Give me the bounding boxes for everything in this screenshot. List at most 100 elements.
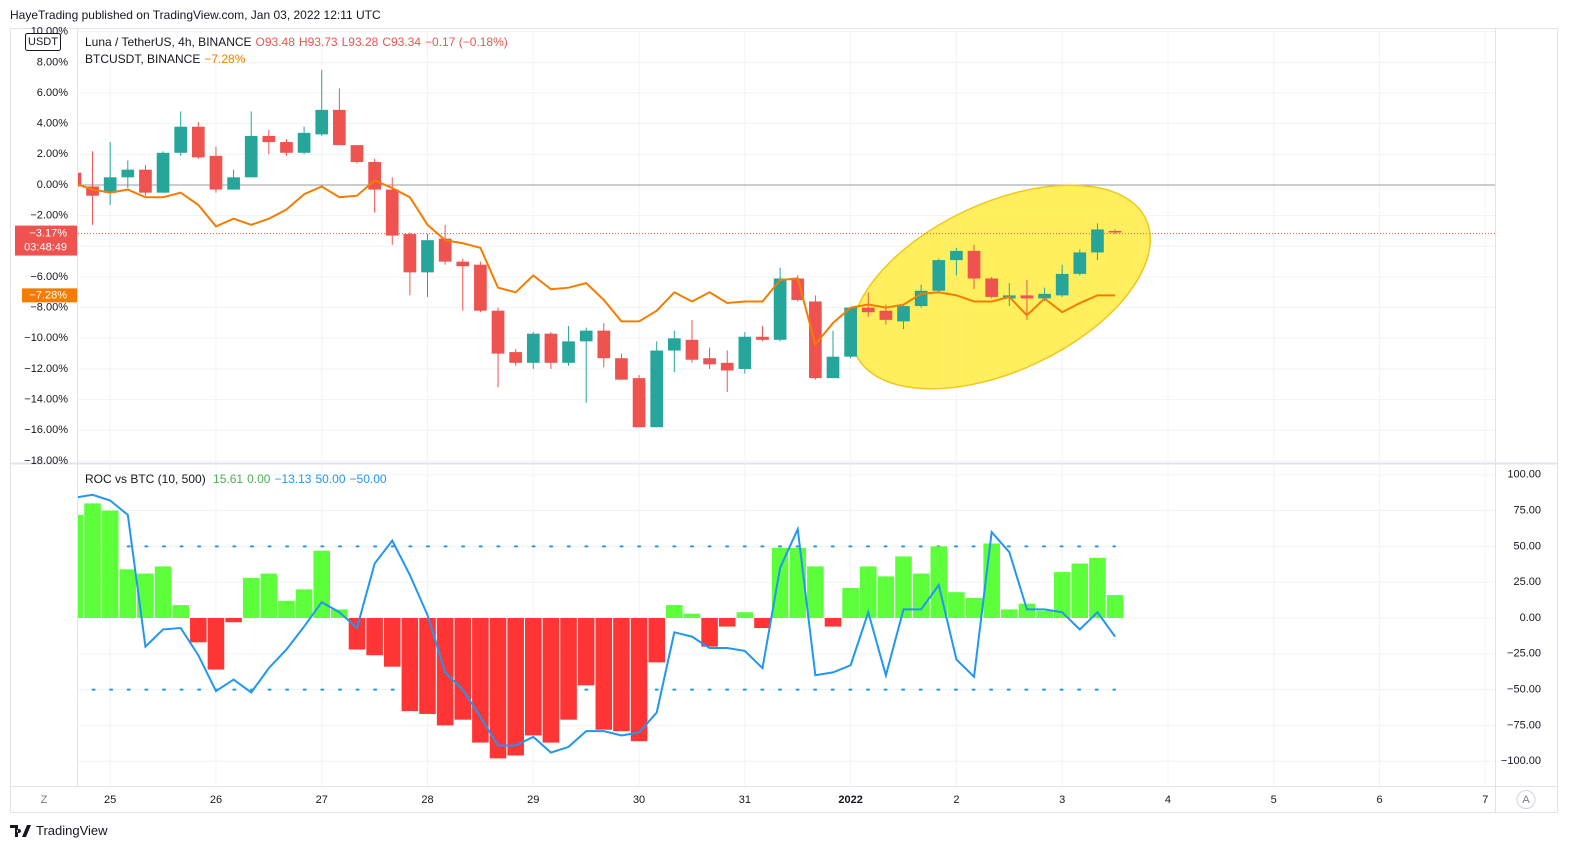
candle-body <box>103 177 117 193</box>
candle-body <box>544 333 558 363</box>
histogram-bar <box>172 605 189 618</box>
candle-body <box>703 358 716 365</box>
histogram-bar <box>771 547 789 618</box>
candle-body <box>315 109 329 135</box>
button-a[interactable]: A <box>1522 794 1530 806</box>
roc-legend-value: 0.00 <box>247 472 271 486</box>
publish-header: HayeTrading published on TradingView.com… <box>10 8 381 22</box>
histogram-bar <box>260 573 278 618</box>
y-tick-label: 25.00 <box>1513 576 1541 588</box>
x-tick-label: 27 <box>316 794 328 806</box>
candle-body <box>1091 229 1104 253</box>
histogram-bar <box>489 617 507 759</box>
candle-body <box>403 234 417 273</box>
y-tick-label: 0.00 <box>1520 612 1541 624</box>
roc-legend-value: −13.13 <box>274 472 312 486</box>
histogram-bar <box>613 617 630 732</box>
candle-body <box>897 306 910 322</box>
candle-body <box>667 338 681 351</box>
btc-title: BTCUSDT, BINANCE <box>85 52 201 66</box>
button-z[interactable]: Z <box>41 794 48 806</box>
histogram-bar <box>348 617 366 650</box>
candle-body <box>333 109 346 146</box>
symbol-title: Luna / TetherUS, 4h, BINANCE <box>85 35 252 49</box>
candle-body <box>809 301 822 379</box>
candle-body <box>121 169 135 178</box>
histogram-bar <box>419 617 436 714</box>
x-tick-label: 25 <box>104 794 116 806</box>
btc-value: −7.28% <box>204 52 246 66</box>
frame <box>10 28 1558 813</box>
histogram-bar <box>278 600 295 618</box>
candle-body <box>350 145 364 162</box>
y-tick-label: 2.00% <box>37 148 68 160</box>
roc-legend: ROC vs BTC (10, 500) 15.61 0.00 −13.13 50.0… <box>85 472 391 486</box>
histogram-bar <box>190 617 207 643</box>
histogram-bar <box>1018 603 1036 618</box>
candle-body <box>526 333 540 363</box>
x-tick-label: 7 <box>1482 794 1488 806</box>
histogram-bar <box>877 576 895 618</box>
y-tick-label: −8.00% <box>30 302 68 314</box>
histogram-bar <box>912 573 930 618</box>
y-tick-label: −18.00% <box>24 455 68 467</box>
candle-body <box>86 186 99 196</box>
x-tick-label: 31 <box>739 794 751 806</box>
candle-body <box>615 358 628 380</box>
histogram-bar <box>101 510 119 618</box>
x-tick-label: 5 <box>1271 794 1277 806</box>
histogram-bar <box>666 605 683 618</box>
btc-axis-label-box <box>22 288 77 303</box>
histogram-bar <box>207 617 225 670</box>
candle-body <box>227 177 240 190</box>
roc-legend-value: 15.61 <box>213 472 244 486</box>
candle-body <box>209 155 223 190</box>
histogram-bar <box>454 617 472 720</box>
histogram-bar <box>965 597 983 618</box>
candle-body <box>474 264 487 311</box>
candle-body <box>1073 252 1087 274</box>
histogram-bar <box>1089 557 1106 618</box>
y-tick-label: −12.00% <box>24 363 68 375</box>
y-tick-label: 0.00% <box>37 179 68 191</box>
button-a-ring[interactable] <box>1516 790 1536 809</box>
candle-body <box>597 330 611 359</box>
histogram-bar <box>895 556 912 618</box>
y-tick-label: −6.00% <box>30 271 68 283</box>
x-tick-label: 2 <box>953 794 959 806</box>
candle-body <box>791 278 805 300</box>
candle-body <box>720 362 734 371</box>
histogram-bar <box>154 566 172 618</box>
candle-body <box>156 152 170 193</box>
histogram-bar <box>242 577 260 618</box>
candle-body <box>932 260 946 291</box>
candle-body <box>826 356 840 379</box>
x-tick-label: 4 <box>1165 794 1171 806</box>
candle-body <box>1038 293 1051 299</box>
candle-body <box>174 126 188 153</box>
y-tick-label: −14.00% <box>24 394 68 406</box>
high-value: H93.73 <box>298 35 338 49</box>
btc-axis-label: −7.28% <box>29 289 67 301</box>
footer-text: TradingView <box>36 823 108 838</box>
price-axis-label-box <box>15 225 77 256</box>
candle-body <box>385 189 399 236</box>
candle-body <box>280 142 293 153</box>
candle-body <box>438 238 452 262</box>
histogram-bar <box>542 617 560 743</box>
candle-body <box>509 352 523 363</box>
unit-box <box>25 33 61 51</box>
y-tick-label: −25.00 <box>1507 648 1541 660</box>
histogram-bar <box>1053 572 1071 618</box>
price-countdown: 03:48:49 <box>24 241 67 253</box>
histogram-bar <box>560 617 577 720</box>
histogram-bar <box>366 617 383 656</box>
x-tick-label: 2022 <box>838 794 862 806</box>
candle-body <box>297 132 311 153</box>
histogram-bar <box>595 617 613 730</box>
unit-label: USDT <box>28 36 58 48</box>
candle-body <box>421 240 434 273</box>
highlight-ellipse <box>850 184 1152 390</box>
roc-legend-value: 50.00 <box>315 472 346 486</box>
